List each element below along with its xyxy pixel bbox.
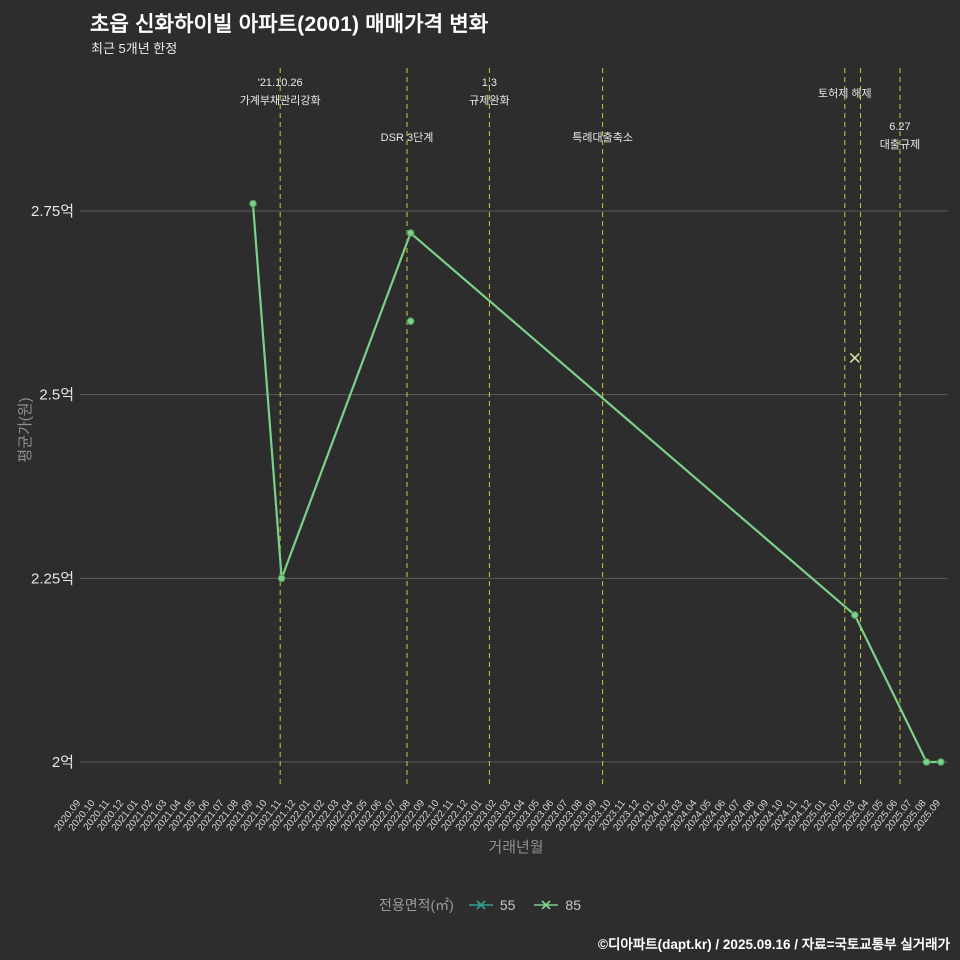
chart-canvas: 2억 2.25억 2.5억 2.75억 '21.10.26 가계부채관리강화 DSR 3단계…: [17, 68, 948, 856]
point-marker: [936, 758, 945, 766]
x-axis-title: 거래년월: [488, 839, 543, 856]
legend-marker-55-icon: [468, 900, 493, 910]
point-x-marker: [849, 352, 860, 363]
point-marker: [922, 758, 931, 766]
event-label: 토허제 해제: [818, 86, 872, 100]
event-label: 특례대출축소: [572, 131, 633, 144]
y-tick-label: 2억: [52, 754, 74, 771]
point-marker: [850, 611, 859, 619]
legend-title: 전용면적(㎡): [378, 897, 454, 913]
event-label: DSR 3단계: [381, 131, 434, 144]
event-label: 6.27: [889, 121, 910, 133]
point-marker: [406, 317, 415, 326]
chart-title: 초읍 신화하이빌 아파트(2001) 매매가격 변화: [90, 13, 489, 36]
legend-item-label: 85: [565, 897, 581, 913]
legend-item-label: 55: [499, 897, 516, 913]
legend-item-55[interactable]: 55: [468, 897, 516, 913]
footer-credit: ©디아파트(dapt.kr) / 2025.09.16 / 자료=국토교통부 실…: [598, 937, 950, 952]
point-marker: [277, 574, 286, 583]
chart-legend: 전용면적(㎡) 55 85: [0, 895, 960, 915]
event-label: 가계부채관리강화: [240, 94, 321, 107]
event-label: 1.3: [482, 77, 497, 89]
y-tick-label: 2.25억: [31, 570, 74, 587]
point-marker: [406, 229, 415, 237]
legend-items: 55 85: [468, 897, 581, 913]
event-label: 대출규제: [880, 138, 920, 151]
y-tick-label: 2.75억: [31, 203, 74, 220]
series-line-85: [251, 202, 942, 764]
point-marker: [249, 199, 257, 208]
event-label: '21.10.26: [258, 77, 303, 89]
chart-subtitle: 최근 5개년 한정: [91, 41, 178, 56]
event-label: 규제완화: [469, 94, 509, 107]
legend-marker-85-icon: [534, 900, 559, 910]
y-tick-label: 2.5억: [39, 387, 74, 404]
legend-item-85[interactable]: 85: [533, 897, 581, 913]
y-axis-title: 평균가(원): [17, 397, 34, 462]
